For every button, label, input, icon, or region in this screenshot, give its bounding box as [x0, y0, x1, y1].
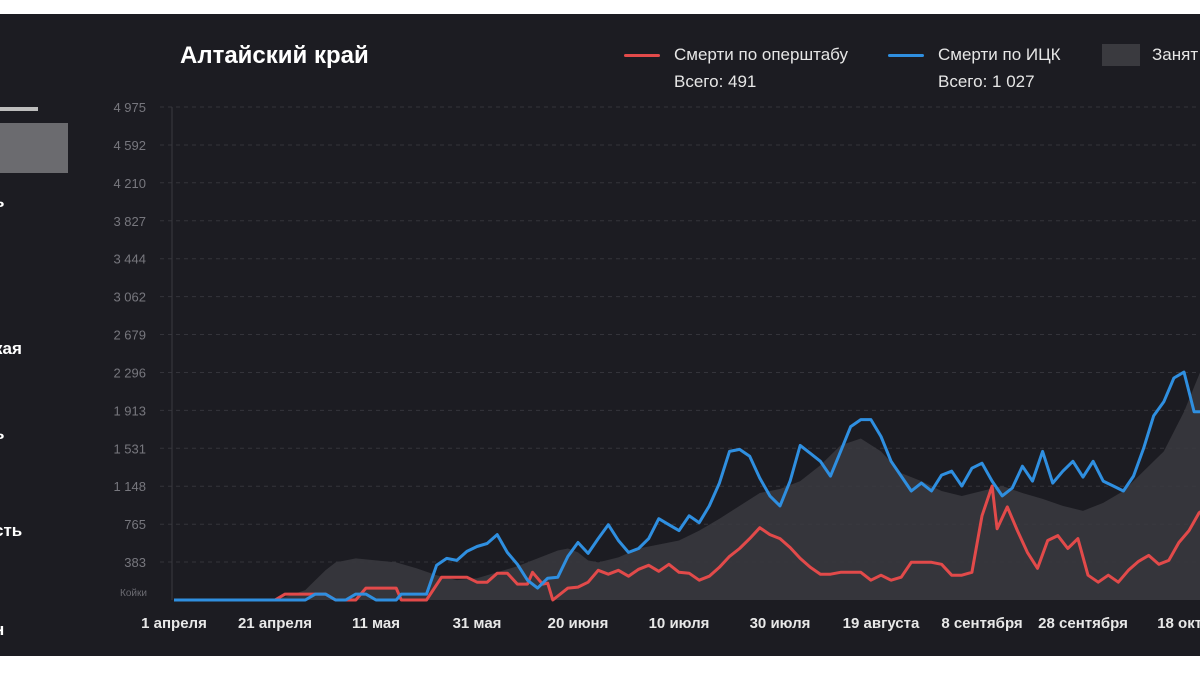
- y-tick-label: 383: [124, 555, 146, 570]
- y-tick-label: 2 679: [113, 328, 146, 343]
- y-tick-label: 3 444: [113, 252, 146, 267]
- legend-label-beds[interactable]: Занят: [1152, 45, 1199, 64]
- area-series-beds: [174, 372, 1200, 600]
- y-tick-label: 1 531: [113, 441, 146, 456]
- x-tick-label: 18 октя: [1157, 615, 1200, 632]
- x-tick-label: 11 мая: [352, 615, 400, 632]
- y-tick-label: 2 296: [113, 365, 146, 380]
- legend-swatch-red: [624, 54, 660, 57]
- sidebar-item[interactable]: ь: [0, 424, 4, 444]
- x-tick-label: 10 июля: [649, 615, 710, 632]
- y-tick-label: 765: [124, 517, 146, 532]
- sidebar-selected-item[interactable]: [0, 123, 68, 173]
- y-tick-label: 3 827: [113, 214, 146, 229]
- sidebar-item[interactable]: сть: [0, 521, 23, 540]
- legend-label-opershtab[interactable]: Смерти по оперштабу: [674, 45, 849, 64]
- sidebar-item[interactable]: кая: [0, 339, 22, 358]
- legend-label-itsk[interactable]: Смерти по ИЦК: [938, 45, 1061, 64]
- line-chart: 383 765 1 148 1 531 1 913 2 296 2 679 3 062 3 44…: [113, 100, 1200, 632]
- sidebar-indicator: [0, 107, 38, 111]
- x-tick-label: 19 августа: [843, 615, 920, 632]
- x-tick-label: 21 апреля: [238, 615, 312, 632]
- x-tick-label: 1 апреля: [141, 615, 207, 632]
- x-tick-label: 20 июня: [548, 615, 609, 632]
- y-tick-label: 4 592: [113, 138, 146, 153]
- x-tick-label: 31 мая: [453, 615, 502, 632]
- y-tick-label: 4 210: [113, 176, 146, 191]
- sidebar-item[interactable]: н: [0, 620, 4, 640]
- y-tick-label: 1 148: [113, 479, 146, 494]
- y-tick-label: 4 975: [113, 100, 146, 115]
- legend-total-itsk: Всего: 1 027: [938, 72, 1035, 91]
- y-axis-label: Койки: [120, 588, 147, 599]
- line-series-itsk: [174, 370, 1200, 602]
- chart-panel: ь кая ь сть н Алтайский край Смерти по о…: [0, 14, 1200, 656]
- y-tick-label: 3 062: [113, 290, 146, 305]
- x-tick-label: 8 сентября: [941, 615, 1022, 632]
- sidebar-item[interactable]: ь: [0, 192, 4, 212]
- x-tick-label: 30 июля: [750, 615, 811, 632]
- legend-total-opershtab: Всего: 491: [674, 72, 757, 91]
- y-tick-label: 1 913: [113, 403, 146, 418]
- legend-swatch-area: [1102, 44, 1140, 66]
- legend-swatch-blue: [888, 54, 924, 57]
- chart-title: Алтайский край: [180, 42, 369, 69]
- x-tick-label: 28 сентября: [1038, 615, 1128, 632]
- line-series-opershtab: [174, 484, 1200, 602]
